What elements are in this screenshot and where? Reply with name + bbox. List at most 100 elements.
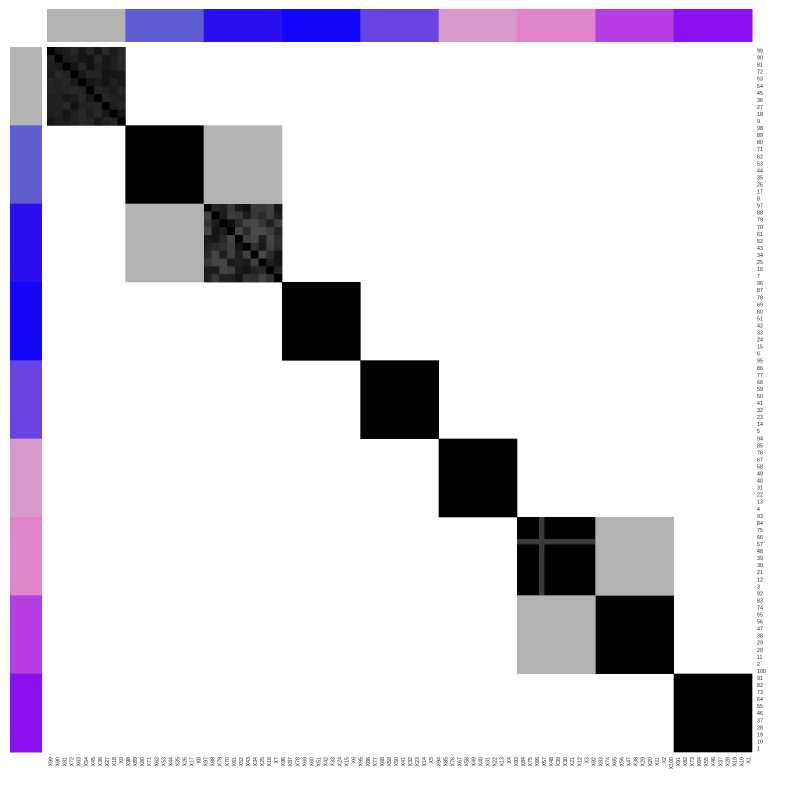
cell-block1-r7-c6 bbox=[86, 94, 95, 103]
diagonal-block-5 bbox=[360, 360, 439, 439]
cell-block1-r1-c7 bbox=[94, 47, 103, 56]
column-labels: X99 X90 X81 X72 X63 X54 X45 X36 X27 X18 X9 X98 X89 X8… bbox=[49, 757, 753, 769]
column-label: X1 bbox=[746, 757, 752, 764]
column-label: X33 bbox=[331, 757, 337, 766]
column-label: X9 bbox=[119, 757, 125, 764]
row-label: 88 bbox=[757, 211, 763, 217]
row-label: 56 bbox=[757, 620, 763, 626]
cell-block1-r3-c5 bbox=[78, 62, 87, 71]
row-label: 95 bbox=[757, 359, 763, 365]
column-label: X48 bbox=[549, 757, 555, 766]
column-label: X31 bbox=[486, 757, 492, 766]
column-label: X4 bbox=[507, 757, 513, 764]
row-label: 50 bbox=[757, 394, 763, 400]
row-label: 21 bbox=[757, 570, 763, 576]
cell-block3-r6-c6 bbox=[242, 242, 251, 251]
row-label: 17 bbox=[757, 190, 763, 196]
column-label: X82 bbox=[683, 757, 689, 766]
row-label: 78 bbox=[757, 295, 763, 301]
column-label: X50 bbox=[394, 757, 400, 766]
cell-block3-r2-c2 bbox=[211, 211, 220, 220]
row-label: 20 bbox=[757, 648, 763, 654]
cell-block1-r8-c7 bbox=[94, 101, 103, 110]
row-label: 73 bbox=[757, 690, 763, 696]
column-label: X25 bbox=[260, 757, 266, 766]
row-label: 85 bbox=[757, 443, 763, 449]
column-label: X13 bbox=[500, 757, 506, 766]
cell-block3-r9-c3 bbox=[219, 266, 228, 275]
cell-block1-r2-c5 bbox=[78, 54, 87, 63]
cell-block3-r3-c5 bbox=[235, 219, 244, 228]
row-label: 9 bbox=[757, 119, 760, 125]
row-label: 96 bbox=[757, 281, 763, 287]
column-label: X52 bbox=[239, 757, 245, 766]
column-label: X35 bbox=[175, 757, 181, 766]
cell-block3-r5-c5 bbox=[235, 235, 244, 244]
diagonal-block-6 bbox=[438, 438, 518, 518]
column-label: X99 bbox=[49, 757, 55, 766]
cell-block3-r6-c9 bbox=[266, 242, 275, 251]
row-label: 2 bbox=[757, 662, 760, 668]
cell-block3-r8-c10 bbox=[274, 258, 283, 267]
row-label: 8 bbox=[757, 197, 760, 203]
column-label: X45 bbox=[91, 757, 97, 766]
column-label: X23 bbox=[415, 757, 421, 766]
cell-block3-r10-c10 bbox=[274, 274, 283, 283]
column-label: X62 bbox=[154, 757, 160, 766]
cell-block3-r5-c3 bbox=[219, 235, 228, 244]
cell-block1-r10-c3 bbox=[62, 117, 71, 126]
off-diagonal-block-1b bbox=[125, 203, 204, 283]
column-label: X95 bbox=[359, 757, 365, 766]
column-label: X2 bbox=[662, 757, 668, 764]
row-label: 81 bbox=[757, 63, 763, 69]
row-label: 28 bbox=[757, 725, 763, 731]
cell-block1-r4-c6 bbox=[86, 70, 95, 79]
row-label: 59 bbox=[757, 387, 763, 393]
cell-block1-r1-c6 bbox=[86, 47, 95, 56]
column-label: X5 bbox=[429, 757, 435, 764]
column-label: X40 bbox=[479, 757, 485, 766]
column-label: X100 bbox=[669, 757, 675, 769]
cell-block3-r1-c5 bbox=[235, 203, 244, 212]
row-label: 29 bbox=[757, 641, 763, 647]
column-label: X38 bbox=[634, 757, 640, 766]
cell-block1-r2-c9 bbox=[109, 54, 118, 63]
row-label: 37 bbox=[757, 718, 763, 724]
column-label: X80 bbox=[140, 757, 146, 766]
cell-block1-r6-c1 bbox=[47, 86, 56, 95]
cell-block1-r5-c9 bbox=[109, 78, 118, 87]
cell-block1-r5-c10 bbox=[117, 78, 126, 87]
cell-block1-r1-c10 bbox=[117, 47, 126, 56]
cell-block3-r4-c5 bbox=[235, 227, 244, 236]
column-label: X28 bbox=[725, 757, 731, 766]
cell-block1-r3-c4 bbox=[70, 62, 79, 71]
row-cluster-bar-3 bbox=[10, 203, 42, 283]
column-label: X32 bbox=[408, 757, 414, 766]
cell-block3-r9-c2 bbox=[211, 266, 220, 275]
cell-block1-r8-c1 bbox=[47, 101, 56, 110]
column-label: X87 bbox=[288, 757, 294, 766]
cell-block1-r8-c10 bbox=[117, 101, 126, 110]
cell-block3-r3-c3 bbox=[219, 219, 228, 228]
cell-block1-r2-c7 bbox=[94, 54, 103, 63]
row-cluster-bar-6 bbox=[10, 438, 42, 518]
cell-block1-r5-c2 bbox=[54, 78, 63, 87]
cell-block3-r8-c7 bbox=[250, 258, 259, 267]
cell-block3-r9-c10 bbox=[274, 266, 283, 275]
cell-block3-r3-c4 bbox=[227, 219, 236, 228]
cell-block3-r1-c4 bbox=[227, 203, 236, 212]
cell-block1-r5-c4 bbox=[70, 78, 79, 87]
column-label: X97 bbox=[204, 757, 210, 766]
cell-block3-r1-c6 bbox=[242, 203, 251, 212]
row-label: 93 bbox=[757, 514, 763, 520]
cell-block1-r8-c4 bbox=[70, 101, 79, 110]
row-label: 27 bbox=[757, 105, 763, 111]
cell-block1-r3-c2 bbox=[54, 62, 63, 71]
row-label: 24 bbox=[757, 338, 763, 344]
column-label: X74 bbox=[605, 757, 611, 766]
cell-block3-r9-c4 bbox=[227, 266, 236, 275]
cell-block3-r8-c9 bbox=[266, 258, 275, 267]
cell-block1-r2-c4 bbox=[70, 54, 79, 63]
cell-block1-r6-c7 bbox=[94, 86, 103, 95]
cell-block1-r9-c1 bbox=[47, 109, 56, 118]
